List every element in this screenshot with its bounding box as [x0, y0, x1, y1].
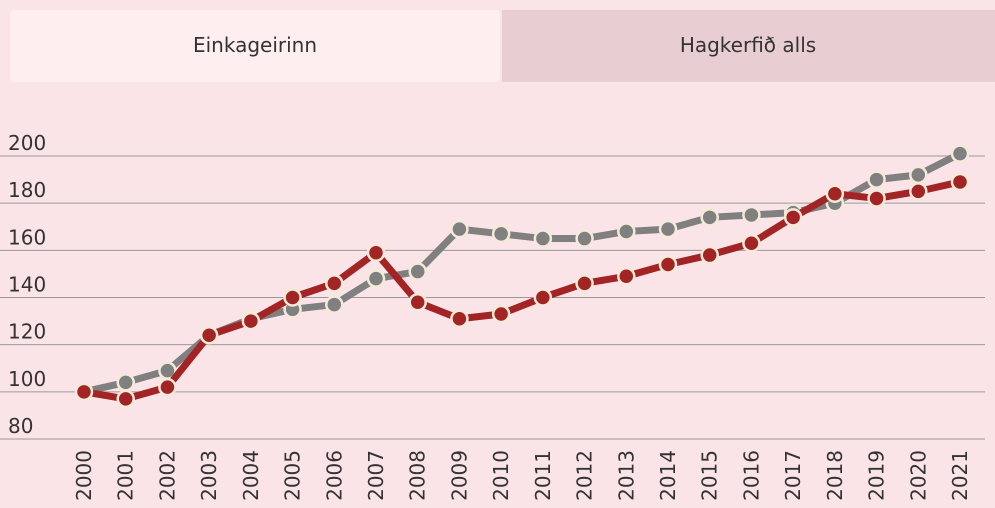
y-tick-label: 160 — [8, 225, 46, 249]
data-point — [450, 219, 469, 239]
x-tick-label: 2019 — [865, 450, 889, 501]
y-tick-label: 180 — [8, 178, 46, 202]
data-point — [575, 274, 594, 293]
data-point — [491, 224, 511, 244]
x-tick-label: 2021 — [948, 450, 972, 501]
data-point — [325, 274, 344, 293]
x-tick-label: 2007 — [364, 450, 388, 501]
data-point — [909, 182, 928, 201]
y-tick-label: 80 — [8, 414, 33, 438]
data-point — [658, 255, 678, 274]
data-point — [825, 184, 845, 203]
data-point — [909, 165, 928, 185]
data-point — [700, 245, 719, 265]
x-tick-label: 2016 — [739, 450, 763, 501]
data-point — [617, 267, 636, 286]
y-tick-label: 140 — [8, 273, 46, 297]
x-tick-label: 2012 — [573, 450, 597, 501]
data-point — [241, 311, 261, 331]
data-point — [950, 144, 970, 163]
tab-inactive[interactable] — [502, 10, 995, 82]
data-point — [116, 389, 135, 409]
data-point — [783, 208, 803, 227]
data-point — [533, 229, 553, 248]
series-line — [83, 178, 961, 403]
x-tick-label: 2003 — [197, 450, 221, 501]
data-point — [116, 373, 135, 392]
data-point — [617, 222, 636, 241]
x-tick-label: 2011 — [531, 450, 555, 501]
data-point — [950, 172, 970, 192]
y-tick-label: 120 — [8, 320, 46, 344]
data-point — [366, 269, 386, 288]
data-point — [408, 262, 427, 281]
data-point — [158, 377, 177, 397]
tab-label[interactable]: Hagkerfið alls — [680, 33, 816, 57]
tab-label[interactable]: Einkageirinn — [193, 33, 317, 57]
tab-active[interactable] — [10, 10, 500, 82]
x-tick-label: 2000 — [72, 450, 96, 501]
x-tick-label: 2010 — [489, 450, 513, 501]
x-tick-label: 2006 — [322, 450, 346, 501]
x-tick-label: 2018 — [823, 450, 847, 501]
data-point — [658, 219, 678, 239]
data-point — [74, 382, 94, 402]
y-tick-label: 200 — [8, 131, 46, 155]
data-point — [450, 309, 469, 328]
data-point — [742, 234, 761, 253]
x-tick-label: 2020 — [906, 450, 930, 501]
data-point — [491, 304, 511, 324]
data-point — [700, 208, 719, 227]
data-point — [325, 295, 344, 314]
x-tick-label: 2001 — [114, 450, 138, 501]
x-tick-label: 2014 — [656, 450, 680, 501]
data-point — [742, 205, 761, 225]
data-point — [408, 292, 427, 312]
data-point — [867, 170, 886, 189]
data-point — [533, 288, 553, 307]
y-tick-label: 100 — [8, 367, 46, 391]
x-tick-label: 2015 — [698, 450, 722, 501]
x-tick-label: 2008 — [406, 450, 430, 501]
x-tick-label: 2004 — [239, 450, 263, 501]
x-tick-label: 2009 — [447, 450, 471, 501]
x-tick-label: 2017 — [781, 450, 805, 501]
data-point — [575, 229, 594, 248]
x-tick-label: 2013 — [614, 450, 638, 501]
x-tick-label: 2002 — [155, 450, 179, 501]
x-tick-label: 2005 — [281, 450, 305, 501]
data-point — [283, 288, 302, 307]
data-point — [366, 243, 386, 262]
data-point — [199, 325, 219, 345]
data-point — [867, 189, 886, 208]
